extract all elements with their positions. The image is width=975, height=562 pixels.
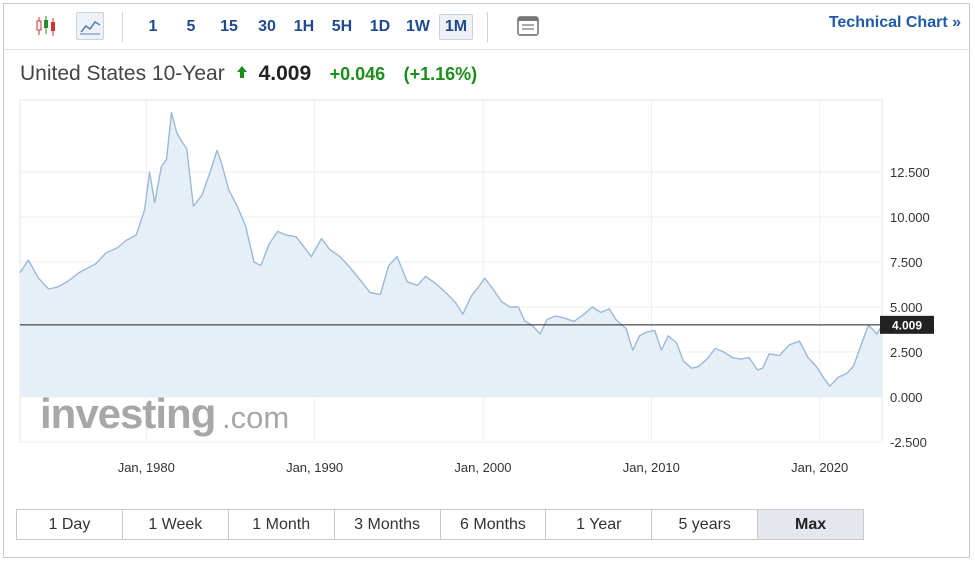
range-1-month[interactable]: 1 Month	[229, 510, 335, 539]
timeframe-1h[interactable]: 1H	[293, 18, 315, 35]
x-tick-label: Jan, 2020	[791, 460, 848, 475]
y-tick-label: 7.500	[890, 255, 923, 270]
series-line	[19, 111, 883, 387]
watermark-suffix: .com	[222, 400, 289, 435]
y-tick-label: 12.500	[890, 165, 930, 180]
range-1-day[interactable]: 1 Day	[17, 510, 123, 539]
range-3-months[interactable]: 3 Months	[335, 510, 441, 539]
x-tick-label: Jan, 1990	[286, 460, 343, 475]
y-tick-label: 0.000	[890, 390, 923, 405]
range-1-year[interactable]: 1 Year	[546, 510, 653, 539]
toolbar: 1 5 15 30 1H 5H 1D 1W 1M Technical Chart…	[4, 4, 969, 50]
range-6-months[interactable]: 6 Months	[441, 510, 547, 539]
x-axis: Jan, 1980 Jan, 1990 Jan, 2000 Jan, 2010 Jan,…	[118, 460, 849, 475]
current-price-box	[880, 315, 934, 334]
timeframe-15[interactable]: 15	[220, 18, 238, 35]
y-axis: -2.500 0.000 2.500 5.000 7.500 10.000 12.500	[890, 165, 930, 450]
timeframe-30[interactable]: 30	[258, 18, 276, 35]
timeframe-5[interactable]: 5	[186, 18, 196, 35]
instrument-name: United States 10-Year	[20, 62, 225, 85]
y-tick-label: 2.500	[890, 345, 923, 360]
line-glyph-icon	[80, 20, 101, 35]
timeframe-5h[interactable]: 5H	[331, 18, 353, 35]
range-max[interactable]: Max	[758, 510, 863, 539]
instrument-price: 4.009	[258, 62, 312, 85]
y-tick-label: 10.000	[890, 210, 930, 225]
price-change: +0.046	[329, 63, 386, 84]
current-price-marker: 4.009	[20, 315, 934, 334]
window-glyph-icon	[517, 16, 539, 36]
range-1-week[interactable]: 1 Week	[123, 510, 229, 539]
y-tick-label: 5.000	[890, 300, 923, 315]
y-tick-label: -2.500	[890, 435, 927, 450]
timeframe-1[interactable]: 1	[148, 18, 158, 35]
chart-settings-icon[interactable]	[514, 12, 542, 40]
candlestick-glyph-icon	[36, 16, 55, 36]
timeframe-1m[interactable]: 1M	[439, 14, 473, 40]
watermark-brand: investing	[40, 390, 215, 437]
price-change-percent: (+1.16%)	[403, 63, 478, 84]
x-tick-label: Jan, 1980	[118, 460, 175, 475]
x-tick-label: Jan, 2010	[623, 460, 680, 475]
instrument-header: United States 10-Year 4.009 +0.046 (+1.1…	[20, 62, 477, 92]
line-chart-icon[interactable]	[76, 12, 104, 40]
up-arrow-icon	[236, 65, 248, 84]
range-selector: 1 Day 1 Week 1 Month 3 Months 6 Months 1…	[16, 509, 864, 540]
candlestick-chart-icon[interactable]	[32, 12, 60, 40]
range-5-years[interactable]: 5 years	[652, 510, 759, 539]
investing-watermark: investing .com	[40, 390, 289, 437]
chart-plot	[19, 111, 883, 397]
toolbar-separator	[122, 12, 123, 42]
technical-chart-link[interactable]: Technical Chart »	[828, 14, 961, 31]
timeframe-1w[interactable]: 1W	[406, 18, 430, 35]
toolbar-separator	[487, 12, 488, 42]
series-area	[20, 112, 882, 397]
timeframe-1d[interactable]: 1D	[369, 18, 391, 35]
current-price-label: 4.009	[892, 318, 922, 332]
x-tick-label: Jan, 2000	[454, 460, 511, 475]
